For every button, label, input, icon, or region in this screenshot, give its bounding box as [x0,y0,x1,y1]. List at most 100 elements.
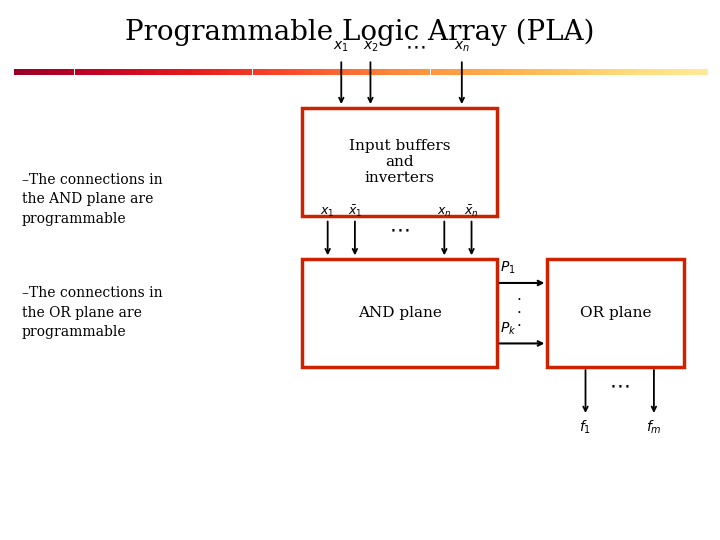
Bar [493,69,495,75]
Bar [280,69,282,75]
Bar [484,69,486,75]
Bar [521,69,523,75]
Bar [470,69,472,75]
Bar [518,69,521,75]
Bar [690,69,692,75]
Bar [435,69,438,75]
Bar [599,69,602,75]
Bar [648,69,650,75]
Bar [66,69,68,75]
Bar [646,69,648,75]
Bar [486,69,488,75]
Bar [98,69,100,75]
Bar [148,69,150,75]
Bar [396,69,398,75]
Bar [269,69,271,75]
Bar [266,69,269,75]
Bar [169,69,171,75]
Bar [199,69,202,75]
Bar [361,69,364,75]
Bar [370,69,373,75]
Bar [336,69,338,75]
Bar [618,69,620,75]
Bar [278,69,280,75]
Bar [315,69,318,75]
Text: $x_n$: $x_n$ [454,39,470,54]
Text: Input buffers
and
inverters: Input buffers and inverters [349,139,450,185]
Bar [564,69,567,75]
Bar [343,69,345,75]
Bar [338,69,341,75]
Bar [523,69,526,75]
Bar [414,69,417,75]
Text: $\cdots$: $\cdots$ [609,376,630,396]
Bar [482,69,484,75]
Bar [567,69,570,75]
Bar [215,69,218,75]
Bar [58,69,60,75]
Bar [264,69,266,75]
Bar [534,69,537,75]
Bar [701,69,703,75]
Bar [539,69,541,75]
Bar [167,69,169,75]
Bar [49,69,51,75]
Bar [627,69,629,75]
Bar [19,69,22,75]
Bar [465,69,467,75]
Bar [500,69,502,75]
Bar [528,69,530,75]
Bar [257,69,259,75]
Bar [544,69,546,75]
Bar [176,69,179,75]
Bar [643,69,646,75]
Bar [81,69,84,75]
Text: AND plane: AND plane [358,306,441,320]
Bar [629,69,631,75]
Bar [276,69,278,75]
Text: $P_1$: $P_1$ [500,260,516,276]
Bar [675,69,678,75]
Text: Programmable Logic Array (PLA): Programmable Logic Array (PLA) [125,19,595,46]
Text: –The connections in
the OR plane are
programmable: –The connections in the OR plane are pro… [22,286,162,339]
Bar [79,69,81,75]
Bar [507,69,509,75]
Bar [202,69,204,75]
Bar [47,69,49,75]
Bar [421,69,423,75]
Bar [333,69,336,75]
Bar [253,69,255,75]
Bar [345,69,347,75]
Bar [102,69,104,75]
Bar [95,69,98,75]
Bar [356,69,359,75]
Bar [537,69,539,75]
Bar [243,69,246,75]
Text: $\bar{x}_n$: $\bar{x}_n$ [464,203,479,219]
Bar [683,69,685,75]
Bar [511,69,514,75]
Bar [602,69,604,75]
Bar [532,69,534,75]
Bar [652,69,654,75]
Bar [45,69,47,75]
Bar [419,69,421,75]
Bar [509,69,511,75]
Bar [153,69,156,75]
Bar [72,69,74,75]
Bar [456,69,458,75]
Bar [326,69,329,75]
Bar [234,69,236,75]
Bar [431,69,433,75]
Bar [495,69,498,75]
Text: OR plane: OR plane [580,306,652,320]
Bar [318,69,320,75]
Bar [625,69,627,75]
Bar [320,69,322,75]
Bar [306,69,308,75]
Bar [379,69,382,75]
Bar [294,69,297,75]
Text: $\cdots$: $\cdots$ [405,38,426,57]
Bar [118,69,121,75]
Bar [93,69,95,75]
